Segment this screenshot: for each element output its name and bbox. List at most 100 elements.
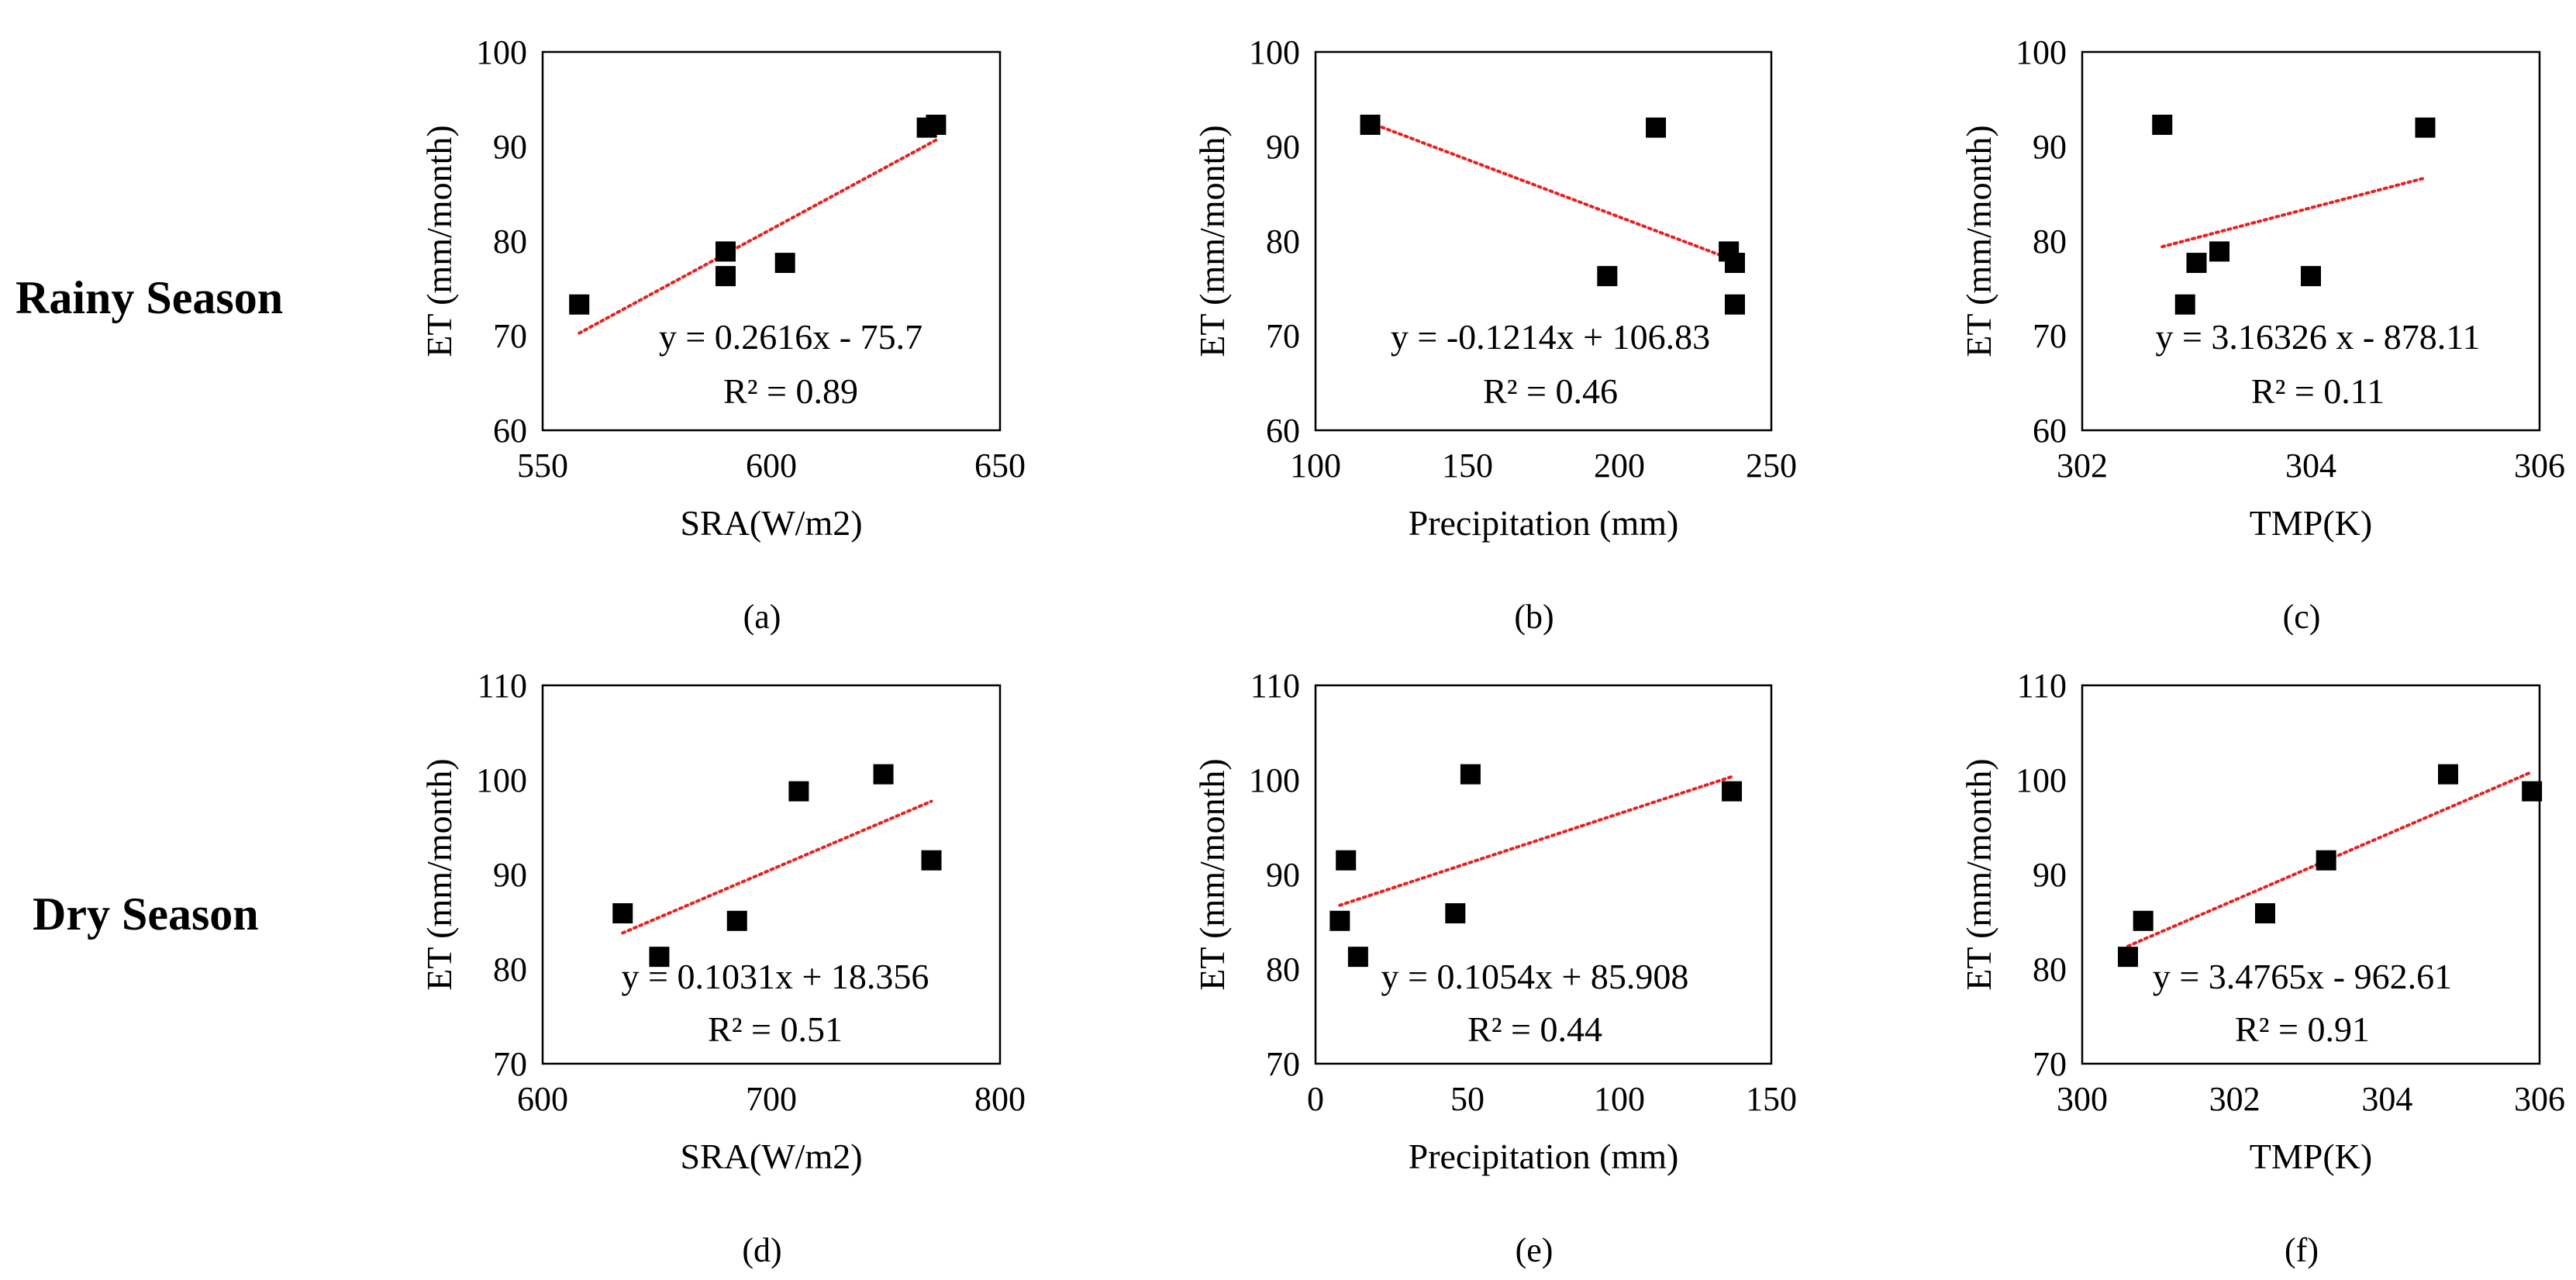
x-tick-label: 200 — [1594, 447, 1645, 485]
data-point — [1445, 903, 1466, 924]
trendline-equation: y = 3.4765x - 962.61 — [2153, 957, 2452, 996]
trendline-equation: y = -0.1214x + 106.83 — [1391, 317, 1710, 357]
x-tick-label: 50 — [1450, 1080, 1485, 1118]
chart-panel-2: 60 70 80 90 100 100 150 200 250 Precipitation (mm… — [1192, 33, 1797, 636]
chart-panel-3: 60 70 80 90 100 302 304 306 TMP(K) ET (mm/month) (… — [1959, 33, 2565, 636]
plot-frame — [541, 684, 1002, 1065]
y-tick-label: 100 — [1249, 33, 1300, 71]
x-tick-label: 300 — [2057, 1080, 2108, 1118]
data-point — [2316, 850, 2336, 871]
x-tick-label: 650 — [974, 447, 1026, 485]
y-tick-label: 110 — [478, 667, 527, 705]
data-point — [2415, 117, 2436, 138]
panel-label: (c) — [2283, 598, 2321, 636]
y-axis-title: ET (mm/month) — [1192, 758, 1232, 990]
y-tick-label: 100 — [476, 761, 527, 799]
panel-label: (f) — [2285, 1231, 2319, 1269]
data-point — [774, 253, 795, 274]
y-tick-label: 90 — [493, 128, 527, 166]
x-tick-label: 150 — [1442, 447, 1493, 485]
data-point — [873, 764, 894, 785]
y-tick-label: 100 — [1249, 761, 1300, 799]
x-tick-label: 304 — [2361, 1080, 2412, 1118]
data-point — [2186, 253, 2207, 274]
x-tick-label: 600 — [517, 1080, 568, 1118]
data-point — [2438, 764, 2458, 785]
y-tick-label: 60 — [493, 412, 527, 450]
data-point — [2522, 781, 2543, 802]
data-point — [2174, 294, 2195, 315]
y-tick-label: 90 — [2033, 856, 2067, 894]
data-point — [1724, 294, 1745, 315]
trendline-equation: y = 0.2616x - 75.7 — [659, 317, 922, 357]
data-point — [2255, 903, 2275, 924]
chart-panel-4: 70 80 90 100 110 600 700 800 SRA(W/m2) ET (mm/mon… — [419, 667, 1026, 1269]
panel-label: (e) — [1516, 1231, 1554, 1269]
x-axis-title: Precipitation (mm) — [1409, 503, 1679, 543]
data-point — [1347, 947, 1368, 968]
r-squared-label: R² = 0.44 — [1467, 1009, 1602, 1049]
x-axis-title: TMP(K) — [2250, 503, 2372, 543]
data-point — [569, 294, 590, 315]
x-tick-label: 302 — [2209, 1080, 2260, 1118]
data-point — [926, 114, 947, 135]
x-tick-label: 550 — [517, 447, 568, 485]
y-tick-label: 90 — [493, 856, 527, 894]
x-tick-label: 700 — [746, 1080, 797, 1118]
data-point — [1360, 114, 1381, 135]
data-point — [716, 241, 736, 262]
data-point — [612, 903, 633, 924]
trendline-equation: y = 0.1054x + 85.908 — [1381, 957, 1689, 996]
x-axis-title: SRA(W/m2) — [680, 503, 862, 543]
trendline — [2160, 176, 2427, 249]
data-point — [2301, 266, 2321, 287]
data-point — [1597, 266, 1618, 287]
data-point — [1646, 117, 1667, 138]
x-axis-title: SRA(W/m2) — [680, 1137, 862, 1176]
chart-panel-6: 70 80 90 100 110 300 302 304 306 TMP(K) ET (mm/mon… — [1959, 667, 2565, 1269]
y-tick-label: 110 — [1250, 667, 1300, 705]
data-point — [1722, 781, 1743, 802]
x-tick-label: 0 — [1307, 1080, 1324, 1118]
data-point — [1329, 910, 1350, 931]
y-axis-title: ET (mm/month) — [1192, 125, 1232, 357]
r-squared-label: R² = 0.46 — [1483, 371, 1618, 411]
x-tick-label: 100 — [1290, 447, 1341, 485]
y-tick-label: 90 — [1266, 128, 1300, 166]
trendline — [621, 799, 933, 935]
y-tick-label: 100 — [476, 33, 527, 71]
x-tick-label: 306 — [2514, 1080, 2565, 1118]
y-axis-title: ET (mm/month) — [1959, 125, 1998, 357]
y-tick-label: 80 — [493, 223, 527, 260]
data-point — [1724, 253, 1745, 274]
y-tick-label: 100 — [2016, 33, 2067, 71]
y-tick-label: 110 — [2017, 667, 2067, 705]
data-point — [2209, 241, 2229, 262]
y-tick-label: 70 — [493, 317, 527, 355]
trendline — [1338, 775, 1734, 907]
x-tick-label: 100 — [1594, 1080, 1645, 1118]
chart-panel-5: 70 80 90 100 110 0 50 100 150 Precipitation (mm) E… — [1192, 667, 1797, 1269]
panel-label: (d) — [742, 1231, 781, 1269]
y-tick-label: 70 — [2033, 317, 2067, 355]
r-squared-label: R² = 0.89 — [723, 371, 858, 411]
y-tick-label: 80 — [2033, 951, 2067, 988]
y-tick-label: 70 — [493, 1045, 527, 1083]
data-point — [716, 266, 736, 287]
x-axis-title: Precipitation (mm) — [1409, 1137, 1679, 1176]
plot-frame — [1314, 684, 1773, 1065]
r-squared-label: R² = 0.91 — [2235, 1009, 2370, 1049]
x-tick-label: 306 — [2514, 447, 2565, 485]
panel-label: (b) — [1514, 598, 1554, 636]
y-tick-label: 90 — [2033, 128, 2067, 166]
y-tick-label: 100 — [2016, 761, 2067, 799]
data-point — [2152, 114, 2173, 135]
row-label-rainy-season: Rainy Season — [16, 272, 284, 323]
y-tick-label: 60 — [2033, 412, 2067, 450]
data-point — [1336, 850, 1357, 871]
y-tick-label: 80 — [1266, 223, 1300, 260]
data-point — [921, 850, 942, 871]
y-tick-label: 90 — [1266, 856, 1300, 894]
y-axis-title: ET (mm/month) — [1959, 758, 1998, 990]
